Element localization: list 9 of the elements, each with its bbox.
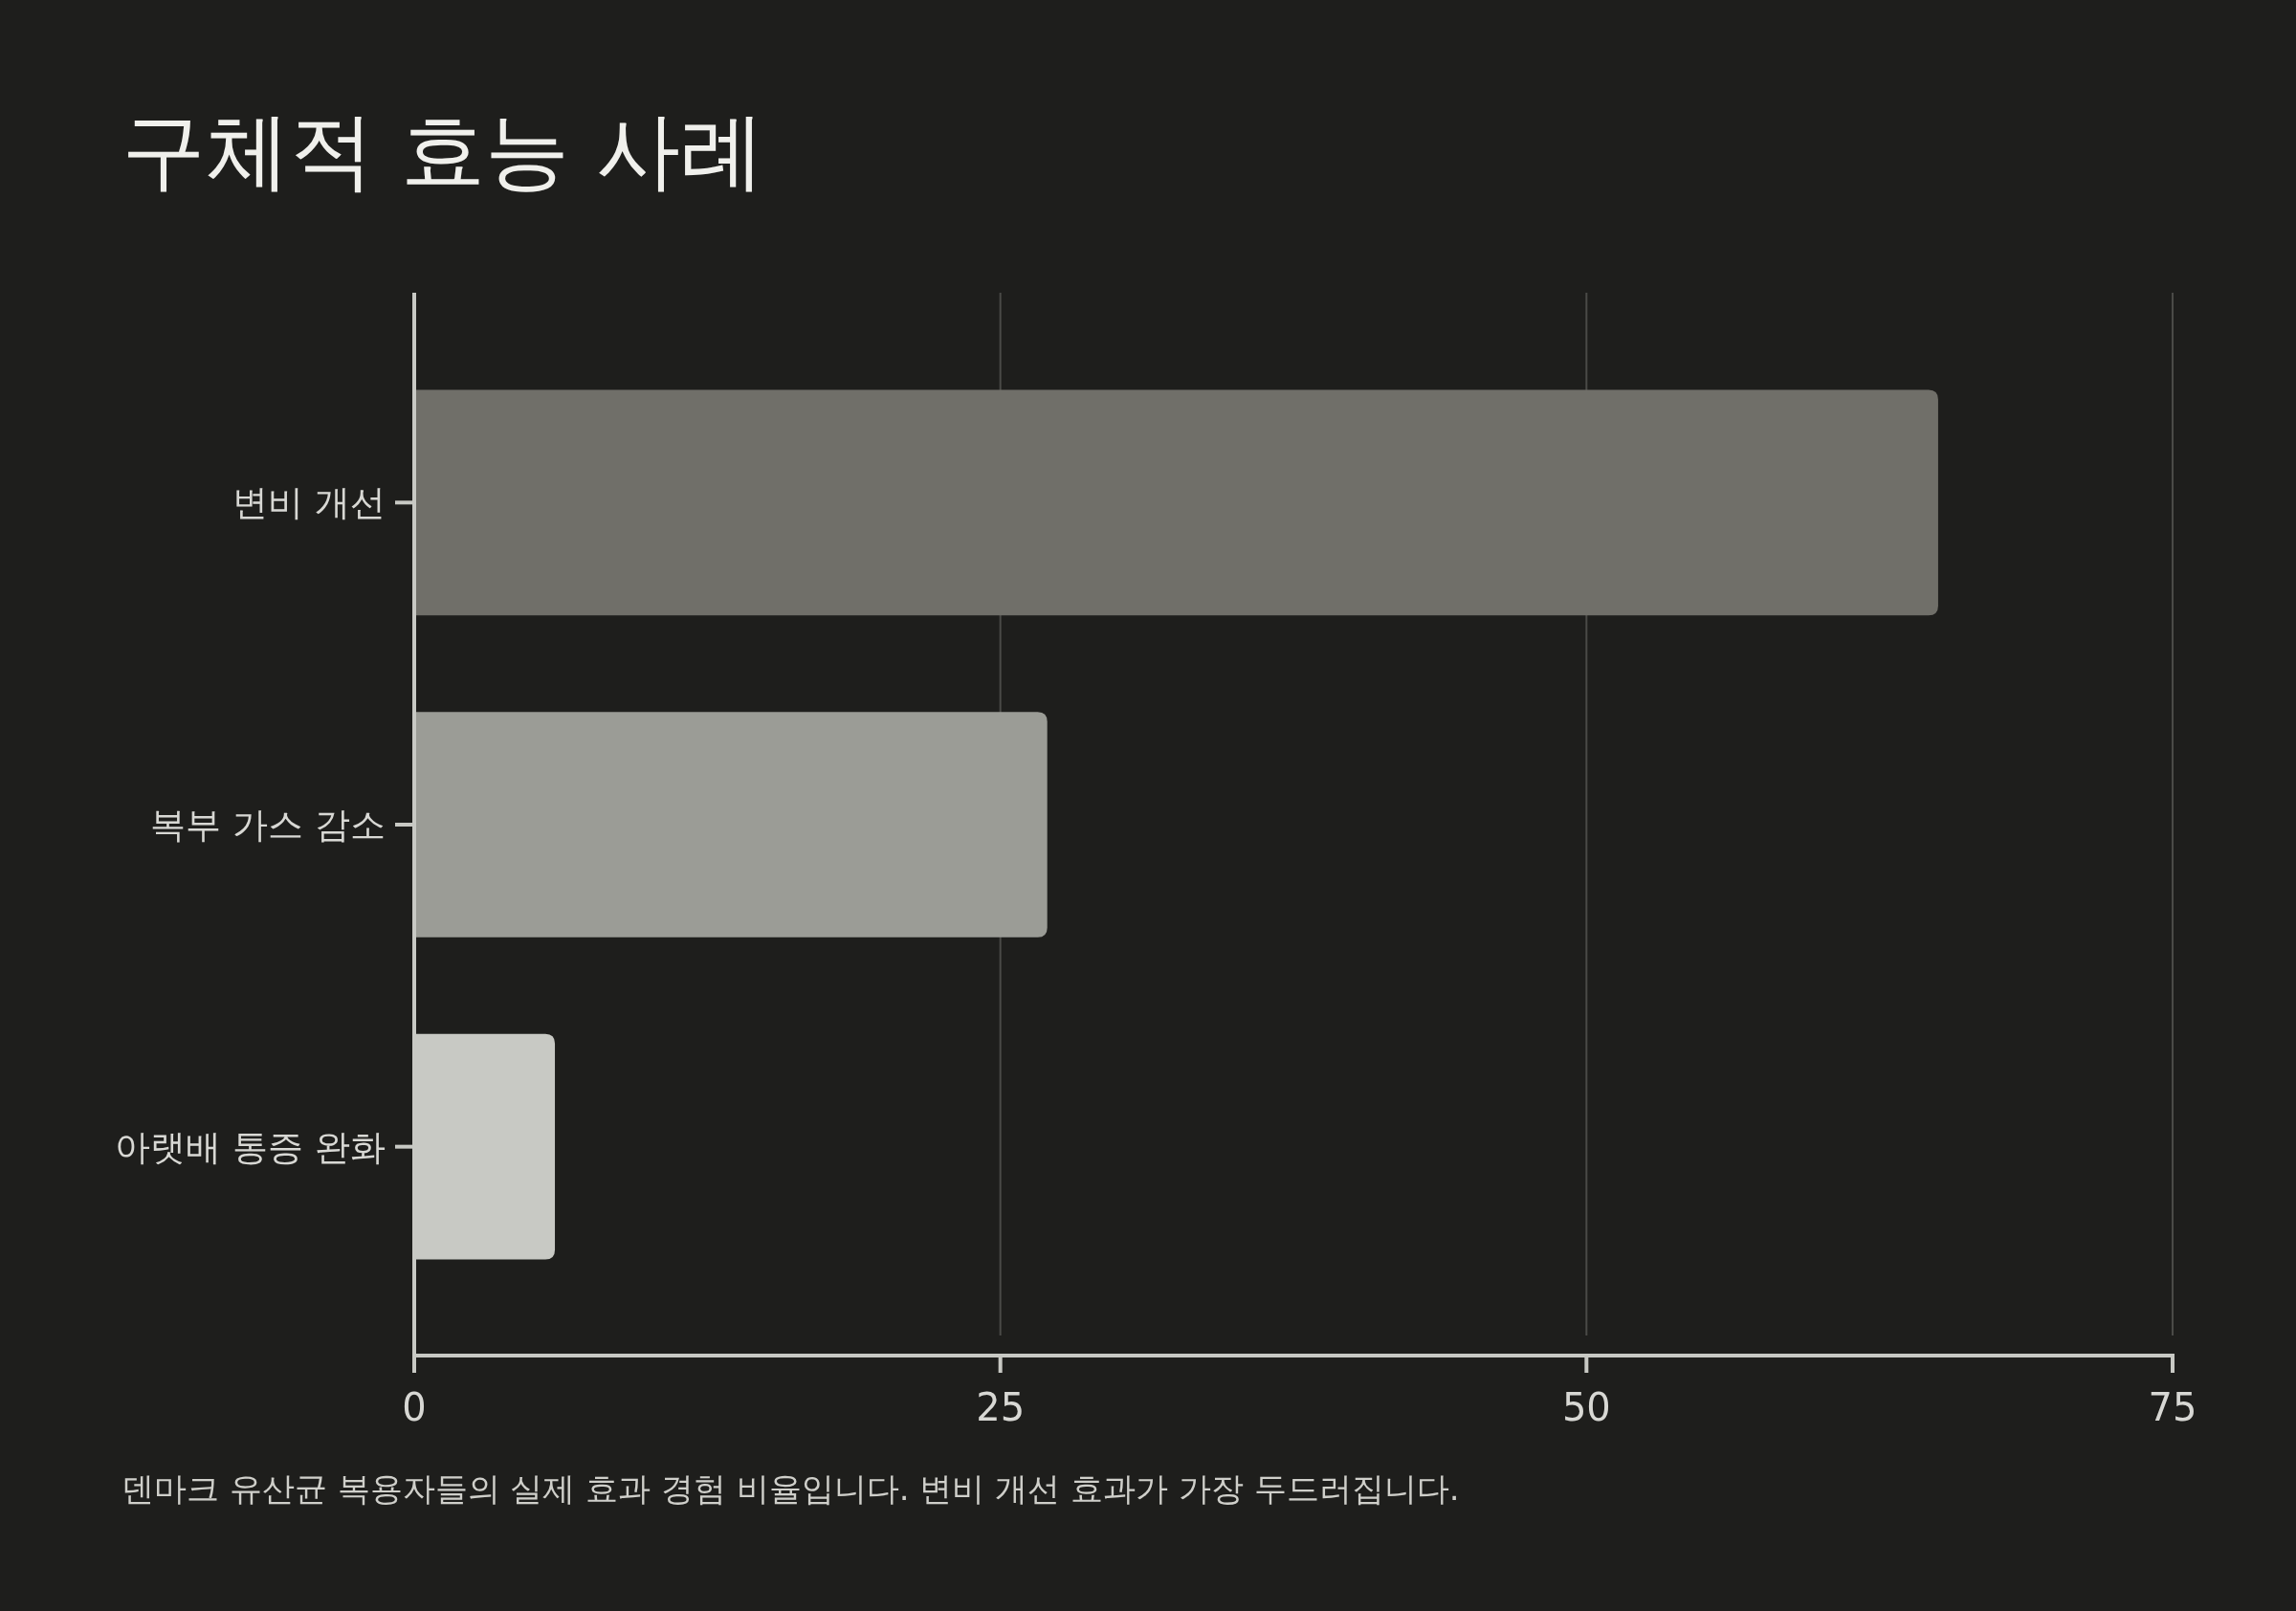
x-tick-label: 0 xyxy=(402,1385,427,1429)
y-tick-label: 변비 개선 xyxy=(232,482,386,524)
y-tick-label: 복부 가스 감소 xyxy=(150,805,386,846)
x-tick-label: 50 xyxy=(1561,1385,1611,1429)
x-tick-label: 25 xyxy=(976,1385,1026,1429)
text: 덴마크 유산균 복용자들의 실제 효과 경험 비율입니다. 변비 개선 효과가 가장 두드러집니다. xyxy=(121,1469,1460,1508)
x-tick-label: 75 xyxy=(2148,1385,2197,1429)
y-tick-label: 아랫배 통증 완화 xyxy=(115,1126,386,1168)
chart-title: 구체적 효능 사례 xyxy=(121,101,764,200)
